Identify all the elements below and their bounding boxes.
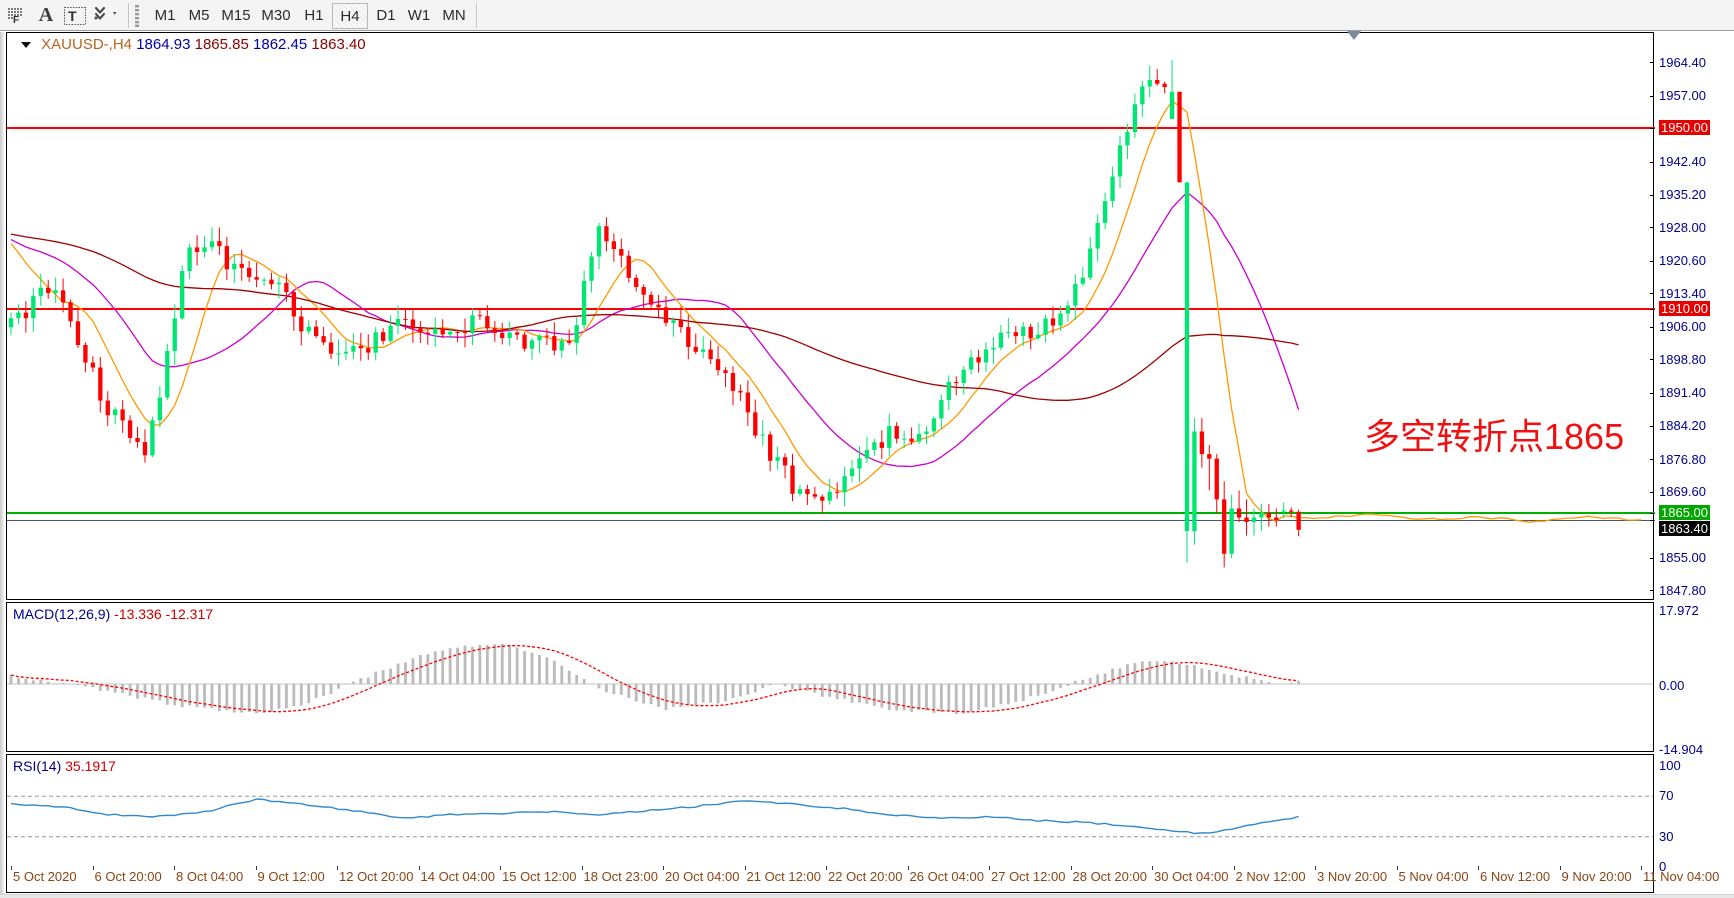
svg-text:F: F [13, 15, 19, 24]
svg-text:T: T [68, 8, 77, 24]
